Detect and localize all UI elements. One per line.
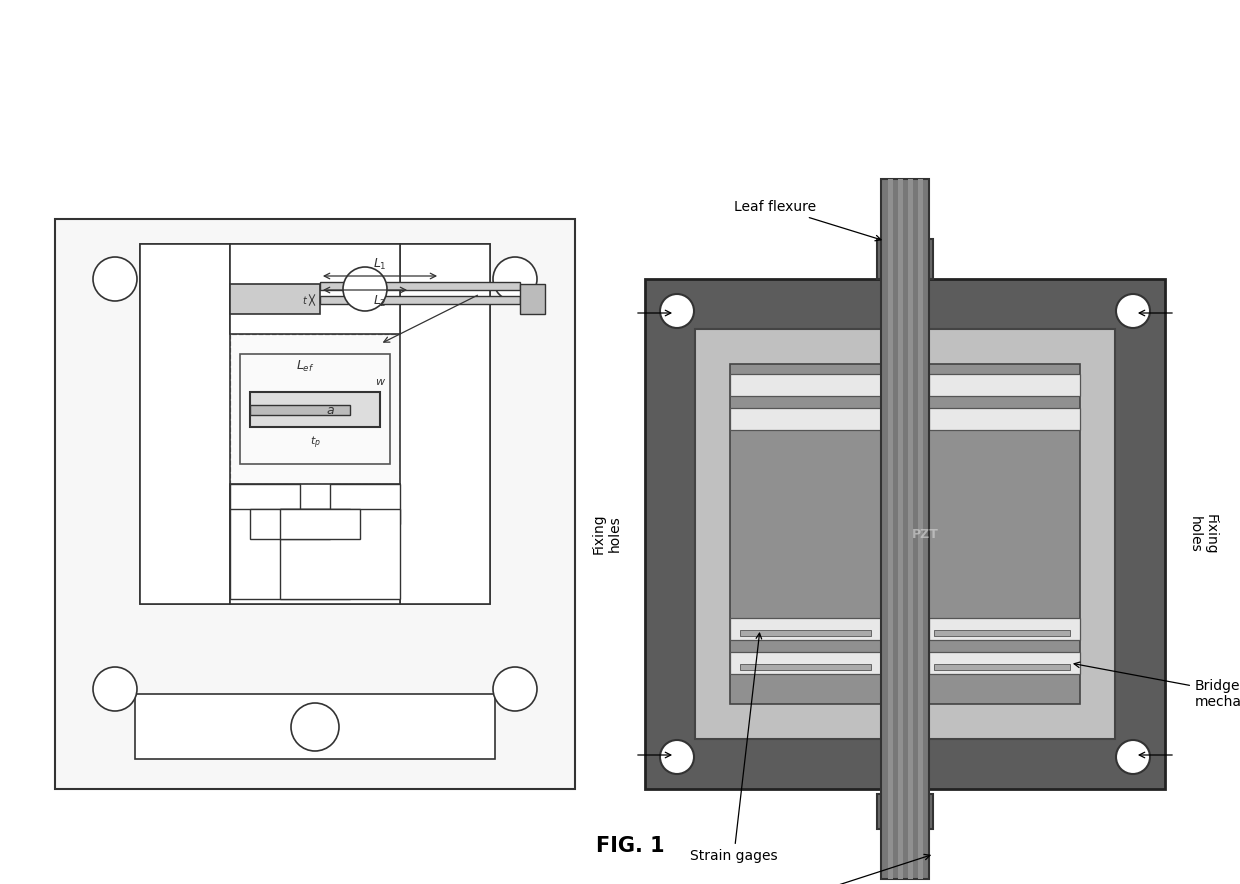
Bar [877,794,932,829]
Text: $w$: $w$ [374,377,386,387]
Bar [730,374,880,396]
Text: Fixing
holes: Fixing holes [1188,514,1218,554]
Text: Fixing
holes: Fixing holes [591,514,622,554]
Text: Bridge-type
mechanism: Bridge-type mechanism [1074,662,1240,709]
Bar [877,239,932,279]
Text: Injection tube: Injection tube [694,854,930,884]
Circle shape [660,740,694,774]
Text: FIG. 1: FIG. 1 [595,836,665,856]
Text: Strain gages: Strain gages [689,633,777,863]
Bar [55,219,575,789]
Bar [730,408,880,430]
Bar [740,664,870,670]
Circle shape [291,703,339,751]
Circle shape [494,667,537,711]
Bar [929,618,1080,640]
Bar [229,244,401,334]
Bar [229,484,401,604]
Bar [280,509,360,539]
Circle shape [93,257,136,301]
Bar [694,329,1115,739]
Text: $t$: $t$ [301,294,308,306]
Circle shape [1116,740,1149,774]
Text: $a$: $a$ [326,403,335,416]
Bar [730,618,880,640]
Bar [730,652,880,674]
Bar [880,179,929,879]
Bar [320,296,520,304]
Bar [241,354,391,464]
Bar [229,284,320,314]
Circle shape [660,294,694,328]
Bar [888,179,893,879]
Text: $L_{ef}$: $L_{ef}$ [295,358,314,374]
Bar [929,652,1080,674]
Bar [740,630,870,636]
Bar [934,630,1070,636]
Bar [898,179,903,879]
Bar [645,279,1166,789]
Circle shape [343,267,387,311]
Bar [929,374,1080,396]
Bar [229,509,350,599]
Bar [401,244,490,604]
Bar [929,408,1080,430]
Bar [918,179,923,879]
Circle shape [494,257,537,301]
Text: Leaf flexure: Leaf flexure [734,200,880,240]
Circle shape [1116,294,1149,328]
Text: PZT: PZT [911,528,939,540]
Circle shape [93,667,136,711]
Bar [520,284,546,314]
Bar [250,509,330,539]
Bar [140,244,229,604]
Bar [229,334,401,484]
Bar [320,282,520,290]
Bar [135,694,495,759]
Bar [280,509,401,599]
Bar [934,664,1070,670]
Bar [250,392,379,427]
Bar [250,405,350,415]
Bar [330,484,401,524]
Bar [140,244,490,604]
Bar [730,364,1080,704]
Bar [908,179,913,879]
Text: $L_1$: $L_1$ [373,257,387,272]
Bar [229,484,300,524]
Text: $t_p$: $t_p$ [310,435,320,452]
Text: $L_2$: $L_2$ [373,294,387,309]
